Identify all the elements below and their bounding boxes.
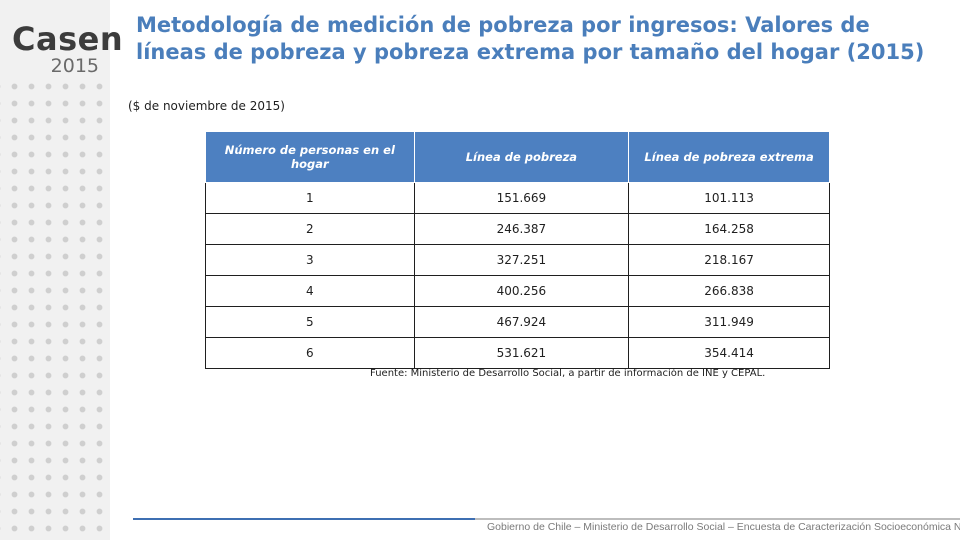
cell-household-size: 6 — [205, 337, 415, 369]
cell-household-size: 4 — [205, 275, 415, 307]
header-household-size: Número de personas en el hogar — [205, 131, 415, 183]
table-header-row: Número de personas en el hogar Línea de … — [205, 131, 830, 183]
cell-household-size: 2 — [205, 213, 415, 245]
source-note: Fuente: Ministerio de Desarrollo Social,… — [370, 368, 766, 379]
table-row: 4 400.256 266.838 — [205, 275, 830, 307]
cell-household-size: 1 — [205, 182, 415, 214]
logo-year: 2015 — [50, 55, 99, 77]
cell-poverty-line: 400.256 — [413, 275, 630, 307]
sidebar-decoration: Casen 2015 — [0, 0, 124, 540]
casen-logo: Casen 2015 — [12, 20, 124, 77]
cell-household-size: 5 — [205, 306, 415, 338]
footer-divider-accent — [133, 518, 475, 520]
table-row: 1 151.669 101.113 — [205, 182, 830, 214]
cell-extreme-poverty-line: 266.838 — [628, 275, 830, 307]
cell-poverty-line: 246.387 — [413, 213, 630, 245]
footer-divider — [475, 518, 960, 520]
poverty-lines-table: Número de personas en el hogar Línea de … — [205, 131, 830, 369]
dot-pattern — [0, 78, 110, 538]
table-row: 2 246.387 164.258 — [205, 213, 830, 245]
currency-note: ($ de noviembre de 2015) — [128, 99, 285, 113]
cell-poverty-line: 467.924 — [413, 306, 630, 338]
header-extreme-poverty-line: Línea de pobreza extrema — [628, 131, 830, 183]
cell-extreme-poverty-line: 101.113 — [628, 182, 830, 214]
table-row: 6 531.621 354.414 — [205, 337, 830, 369]
footer-text: Gobierno de Chile – Ministerio de Desarr… — [487, 521, 960, 533]
header-poverty-line: Línea de pobreza — [413, 131, 630, 183]
cell-extreme-poverty-line: 354.414 — [628, 337, 830, 369]
cell-poverty-line: 531.621 — [413, 337, 630, 369]
slide-title: Metodología de medición de pobreza por i… — [136, 13, 925, 64]
table-row: 3 327.251 218.167 — [205, 244, 830, 276]
cell-poverty-line: 327.251 — [413, 244, 630, 276]
cell-household-size: 3 — [205, 244, 415, 276]
cell-extreme-poverty-line: 311.949 — [628, 306, 830, 338]
logo-name: Casen — [12, 20, 124, 58]
cell-extreme-poverty-line: 164.258 — [628, 213, 830, 245]
table-row: 5 467.924 311.949 — [205, 306, 830, 338]
cell-extreme-poverty-line: 218.167 — [628, 244, 830, 276]
cell-poverty-line: 151.669 — [413, 182, 630, 214]
